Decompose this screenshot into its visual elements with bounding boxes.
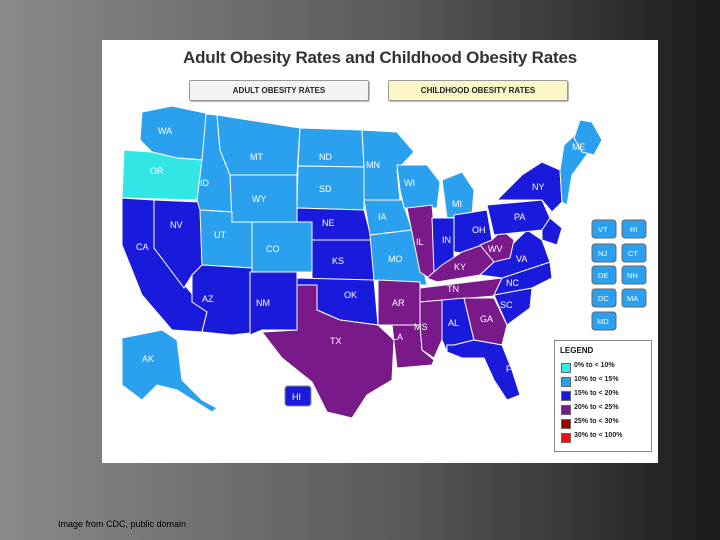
legend-label: 25% to < 30% xyxy=(574,418,619,425)
legend-label: 20% to < 25% xyxy=(574,404,619,411)
state-mi[interactable] xyxy=(441,171,475,219)
label-ny: NY xyxy=(532,182,545,192)
legend-label: 30% to < 100% xyxy=(574,432,623,439)
label-ks: KS xyxy=(332,256,344,266)
label-id: ID xyxy=(200,178,210,188)
state-co[interactable] xyxy=(251,221,313,273)
label-in: IN xyxy=(442,235,451,245)
label-wa: WA xyxy=(158,126,172,136)
label-sc: SC xyxy=(500,300,513,310)
box-nj[interactable] xyxy=(591,243,617,263)
legend-swatch xyxy=(561,391,571,401)
label-me: ME xyxy=(572,142,586,152)
legend-swatch xyxy=(561,433,571,443)
state-mn[interactable] xyxy=(361,129,415,201)
state-wi[interactable] xyxy=(396,164,441,209)
state-wv[interactable] xyxy=(479,229,515,263)
label-nm: NM xyxy=(256,298,270,308)
label-mi: MI xyxy=(452,199,462,209)
label-ms: MS xyxy=(414,322,428,332)
label-oh: OH xyxy=(472,225,486,235)
label-fl: FL xyxy=(506,364,517,374)
label-nv: NV xyxy=(170,220,183,230)
label-az: AZ xyxy=(202,294,214,304)
legend-label: 15% to < 20% xyxy=(574,390,619,397)
legend-swatch xyxy=(561,363,571,373)
box-label-de: DE xyxy=(598,271,608,280)
box-label-dc: DC xyxy=(598,294,609,303)
box-de[interactable] xyxy=(591,265,617,285)
label-ak: AK xyxy=(142,354,154,364)
label-nd: ND xyxy=(319,152,332,162)
label-ne: NE xyxy=(322,218,335,228)
label-or: OR xyxy=(150,166,164,176)
state-nm[interactable] xyxy=(249,271,298,336)
box-label-vt: VT xyxy=(598,225,608,234)
state-tx[interactable] xyxy=(261,284,395,419)
box-label-ri: RI xyxy=(630,225,638,234)
label-sd: SD xyxy=(319,184,332,194)
state-me[interactable] xyxy=(573,119,603,156)
label-mn: MN xyxy=(366,160,380,170)
legend-label: 10% to < 15% xyxy=(574,376,619,383)
label-tx: TX xyxy=(330,336,342,346)
box-label-md: MD xyxy=(597,317,609,326)
box-label-nj: NJ xyxy=(598,249,607,258)
label-al: AL xyxy=(448,318,459,328)
adult-obesity-tab[interactable]: ADULT OBESITY RATES xyxy=(189,80,369,101)
state-hi[interactable] xyxy=(284,385,312,407)
childhood-obesity-tab[interactable]: CHILDHOOD OBESITY RATES xyxy=(388,80,568,101)
image-credit: Image from CDC, public domain xyxy=(58,519,187,529)
state-mt[interactable] xyxy=(216,114,301,176)
label-pa: PA xyxy=(514,212,525,222)
label-ar: AR xyxy=(392,298,405,308)
box-ct[interactable] xyxy=(621,243,647,263)
box-label-nh: NH xyxy=(627,271,638,280)
label-ok: OK xyxy=(344,290,357,300)
map-panel: Adult Obesity Rates and Childhood Obesit… xyxy=(102,40,658,463)
box-md[interactable] xyxy=(591,311,617,331)
label-wi: WI xyxy=(404,178,415,188)
box-ma[interactable] xyxy=(621,288,647,308)
box-label-ma: MA xyxy=(627,294,638,303)
label-ga: GA xyxy=(480,314,493,324)
label-mt: MT xyxy=(250,152,263,162)
map-title: Adult Obesity Rates and Childhood Obesit… xyxy=(183,48,577,67)
legend-label: 0% to < 10% xyxy=(574,362,615,369)
label-ca: CA xyxy=(136,242,149,252)
label-va: VA xyxy=(516,254,527,264)
label-ia: IA xyxy=(378,212,387,222)
legend-swatch xyxy=(561,405,571,415)
box-vt[interactable] xyxy=(591,219,617,239)
label-tn: TN xyxy=(447,284,459,294)
state-md-de[interactable] xyxy=(541,217,563,246)
box-ri[interactable] xyxy=(621,219,647,239)
legend-swatch xyxy=(561,419,571,429)
label-ut: UT xyxy=(214,230,226,240)
label-co: CO xyxy=(266,244,280,254)
label-ky: KY xyxy=(454,262,466,272)
label-wv: WV xyxy=(488,244,503,254)
label-la: LA xyxy=(392,332,403,342)
box-nh[interactable] xyxy=(621,265,647,285)
box-label-ct: CT xyxy=(628,249,638,258)
label-nc: NC xyxy=(506,278,519,288)
box-dc[interactable] xyxy=(591,288,617,308)
legend-title: LEGEND xyxy=(560,346,594,355)
us-map: WA OR CA NV ID MT WY UT CO AZ NM ND SD N… xyxy=(121,105,647,419)
legend: LEGEND 0% to < 10% 10% to < 15% 15% to <… xyxy=(554,340,652,452)
state-fl[interactable] xyxy=(446,339,521,401)
label-wy: WY xyxy=(252,194,267,204)
label-hi: HI xyxy=(292,392,301,402)
label-il: IL xyxy=(416,237,424,247)
label-mo: MO xyxy=(388,254,403,264)
state-ga[interactable] xyxy=(463,297,508,346)
legend-swatch xyxy=(561,377,571,387)
state-ak[interactable] xyxy=(121,329,218,413)
